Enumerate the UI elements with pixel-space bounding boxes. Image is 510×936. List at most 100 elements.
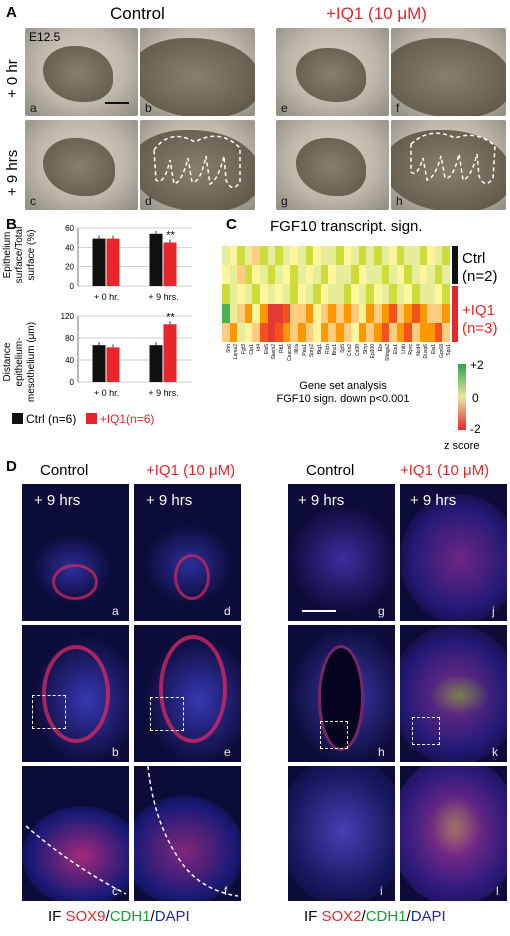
heatmap-cell	[298, 265, 307, 285]
legend-iq1-swatch	[85, 413, 97, 424]
heatmap-cell	[419, 303, 428, 324]
heatmap-cell	[343, 246, 352, 266]
heatmap-cell	[320, 284, 329, 305]
heatmap-cell	[427, 303, 436, 324]
row-0hr-label: + 0 hr	[4, 59, 21, 98]
if-image-j: + 9 hrs j	[400, 484, 507, 621]
sublabel-df: f	[224, 884, 228, 898]
heatmap-cell	[419, 265, 428, 285]
heatmap-cell	[229, 265, 238, 285]
heatmap-cell	[320, 322, 329, 343]
panel-b-legend: Ctrl (n=6) +IQ1(n=6)	[12, 412, 154, 426]
heatmap-cell	[358, 246, 367, 266]
panel-a-letter: A	[6, 4, 17, 21]
gene-label: Ncd4	[415, 344, 422, 356]
time-label-d: + 9 hrs	[146, 492, 193, 509]
panel-c-title: FGF10 transcript. sign.	[270, 218, 423, 235]
heatmap-cell	[328, 284, 337, 305]
sublabel-dk: k	[492, 745, 498, 759]
sublabel-h: h	[396, 194, 403, 208]
heatmap-cell	[313, 322, 322, 343]
heatmap-cell	[442, 284, 451, 305]
heatmap-cell	[389, 322, 398, 343]
gene-label: Cd38	[355, 344, 361, 356]
y-tick-label: 40	[65, 243, 74, 252]
heatmap-cell	[374, 303, 383, 324]
gene-label: Lama2	[233, 344, 240, 360]
heatmap-cell	[366, 265, 375, 285]
panel-d-letter: D	[6, 458, 17, 475]
y-tick-label: 0	[70, 378, 75, 387]
heatmap-cell	[336, 303, 345, 324]
significance-annotation: **	[166, 230, 175, 242]
x-tick-label: + 9 hrs.	[148, 292, 178, 302]
gene-label: Sp5	[339, 344, 346, 353]
d-left-iq1-title: +IQ1 (10 μM)	[146, 462, 236, 479]
heatmap-cell	[381, 284, 390, 305]
heatmap-cell	[358, 284, 367, 305]
heatmap-cell	[396, 322, 405, 343]
heatmap-cell	[404, 265, 413, 285]
bar-iq1	[163, 242, 177, 286]
if-image-g: + 9 hrs g	[288, 484, 395, 621]
heatmap-cell	[237, 322, 246, 343]
heatmap-cell	[244, 322, 253, 343]
photo-a: E12.5 a	[25, 28, 138, 116]
heatmap-cell	[434, 284, 443, 305]
gene-label: Bnc1	[332, 344, 339, 356]
heatmap-cell	[260, 246, 269, 266]
heatmap-cell	[336, 284, 345, 305]
heatmap-cell	[260, 284, 269, 305]
heatmap-cell	[275, 322, 284, 343]
bottom-chart-ylabel: Distance epithelium- mesothelium (μm)	[2, 321, 37, 403]
y-tick-label: 40	[65, 356, 74, 365]
top-chart-ylabel: Epithelium surface/Total surface (%)	[2, 226, 37, 284]
heatmap-cell	[237, 246, 246, 266]
if-image-i: i	[288, 766, 395, 901]
heatmap-cell	[260, 322, 269, 343]
heatmap-cell	[320, 246, 329, 266]
heatmap-cell	[343, 303, 352, 324]
zoom-box-e	[150, 697, 184, 731]
panel-b-letter: B	[6, 216, 17, 233]
gene-label: Ets5	[263, 344, 270, 355]
heatmap-cell	[290, 246, 299, 266]
heatmap-cell	[320, 265, 329, 285]
left-if-caption: IF SOX9/CDH1/DAPI	[48, 908, 190, 925]
if-image-b: b	[22, 625, 129, 762]
heatmap-cell	[366, 246, 375, 266]
heatmap-cell	[351, 284, 360, 305]
heatmap-cell	[244, 284, 253, 305]
heatmap-cell	[434, 246, 443, 266]
significance-annotation: **	[166, 311, 175, 323]
heatmap-cell	[358, 322, 367, 343]
heatmap-cell	[275, 284, 284, 305]
gene-set-caption: Gene set analysis FGF10 sign. down p<0.00…	[276, 380, 410, 405]
heatmap-cell	[290, 265, 299, 285]
sublabel-dl: l	[496, 884, 499, 898]
panel-a-control-title: Control	[110, 4, 165, 23]
gene-label: Rich	[324, 344, 331, 355]
heatmap-cell	[305, 303, 314, 324]
heatmap-cell	[267, 322, 276, 343]
bar-ctrl	[92, 238, 106, 286]
gene-label: Lhfp	[400, 344, 407, 354]
sublabel-e: e	[281, 101, 288, 115]
heatmap-cell	[343, 284, 352, 305]
sublabel-dd: d	[224, 604, 231, 618]
if-image-l: l	[400, 766, 507, 901]
ctrl-group-label: Ctrl (n=2)	[462, 250, 498, 285]
photo-d: d	[140, 120, 255, 210]
heatmap-cell	[252, 322, 261, 343]
zscore-mid: 0	[472, 391, 479, 405]
heatmap-cell	[419, 284, 428, 305]
gene-label: Pea1	[301, 344, 308, 356]
heatmap-cell	[404, 322, 413, 343]
heatmap-cell	[298, 246, 307, 266]
heatmap-cell	[412, 322, 421, 343]
y-tick-label: 80	[65, 334, 74, 343]
heatmap-cell	[328, 322, 337, 343]
gene-label: Spry2	[309, 344, 316, 358]
heatmap-cell	[427, 246, 436, 266]
heatmap-cell	[404, 303, 413, 324]
